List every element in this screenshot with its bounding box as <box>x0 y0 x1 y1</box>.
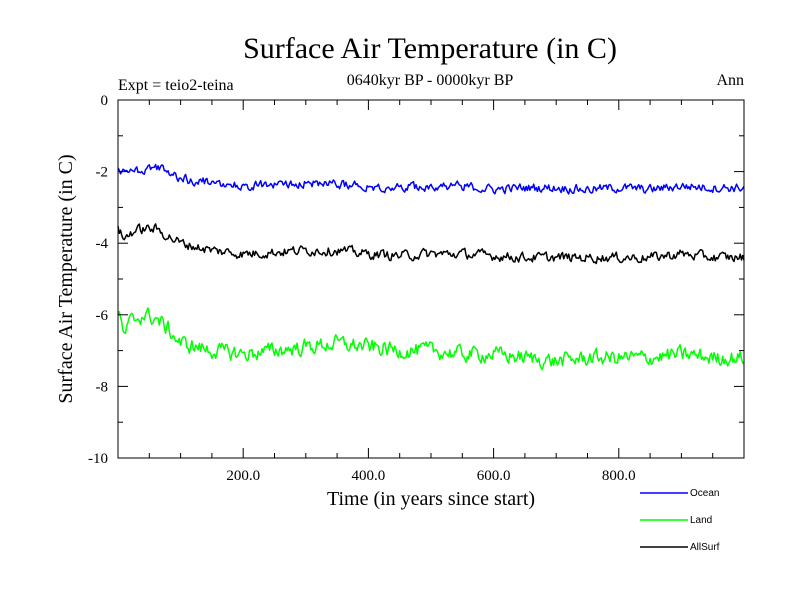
chart-title: Surface Air Temperature (in C) <box>243 32 617 65</box>
y-tick-label: -4 <box>96 236 109 252</box>
series-layer <box>117 163 745 371</box>
legend: Ocean Land AllSurf <box>640 488 720 553</box>
y-tick-label: -2 <box>96 165 109 181</box>
legend-label-allsurf: AllSurf <box>690 542 720 553</box>
experiment-label: Expt = teio2-teina <box>118 77 234 94</box>
x-tick-label: 400.0 <box>352 468 386 484</box>
x-axis-label: Time (in years since start) <box>327 488 535 510</box>
y-tick-label: -6 <box>96 308 109 324</box>
legend-label-ocean: Ocean <box>690 488 719 499</box>
series-line-land <box>117 307 745 371</box>
x-tick-label: 600.0 <box>477 468 511 484</box>
y-tick-label: -10 <box>88 451 108 467</box>
x-tick-label: 200.0 <box>226 468 260 484</box>
series-line-allsurf <box>117 223 745 265</box>
plot-frame <box>117 99 745 459</box>
x-tick-label: 800.0 <box>602 468 636 484</box>
period-label: Ann <box>716 72 744 89</box>
y-tick-label: -8 <box>96 379 109 395</box>
y-tick-label: 0 <box>101 93 109 109</box>
series-line-ocean <box>117 163 745 195</box>
legend-label-land: Land <box>690 515 712 526</box>
ticks-layer: 200.0 400.0 600.0 800.0 0 -2 -4 -6 -8 -10 <box>88 93 744 484</box>
y-axis-label: Surface Air Temperature (in C) <box>55 154 77 403</box>
chart-subtitle: 0640kyr BP - 0000kyr BP <box>347 72 514 89</box>
